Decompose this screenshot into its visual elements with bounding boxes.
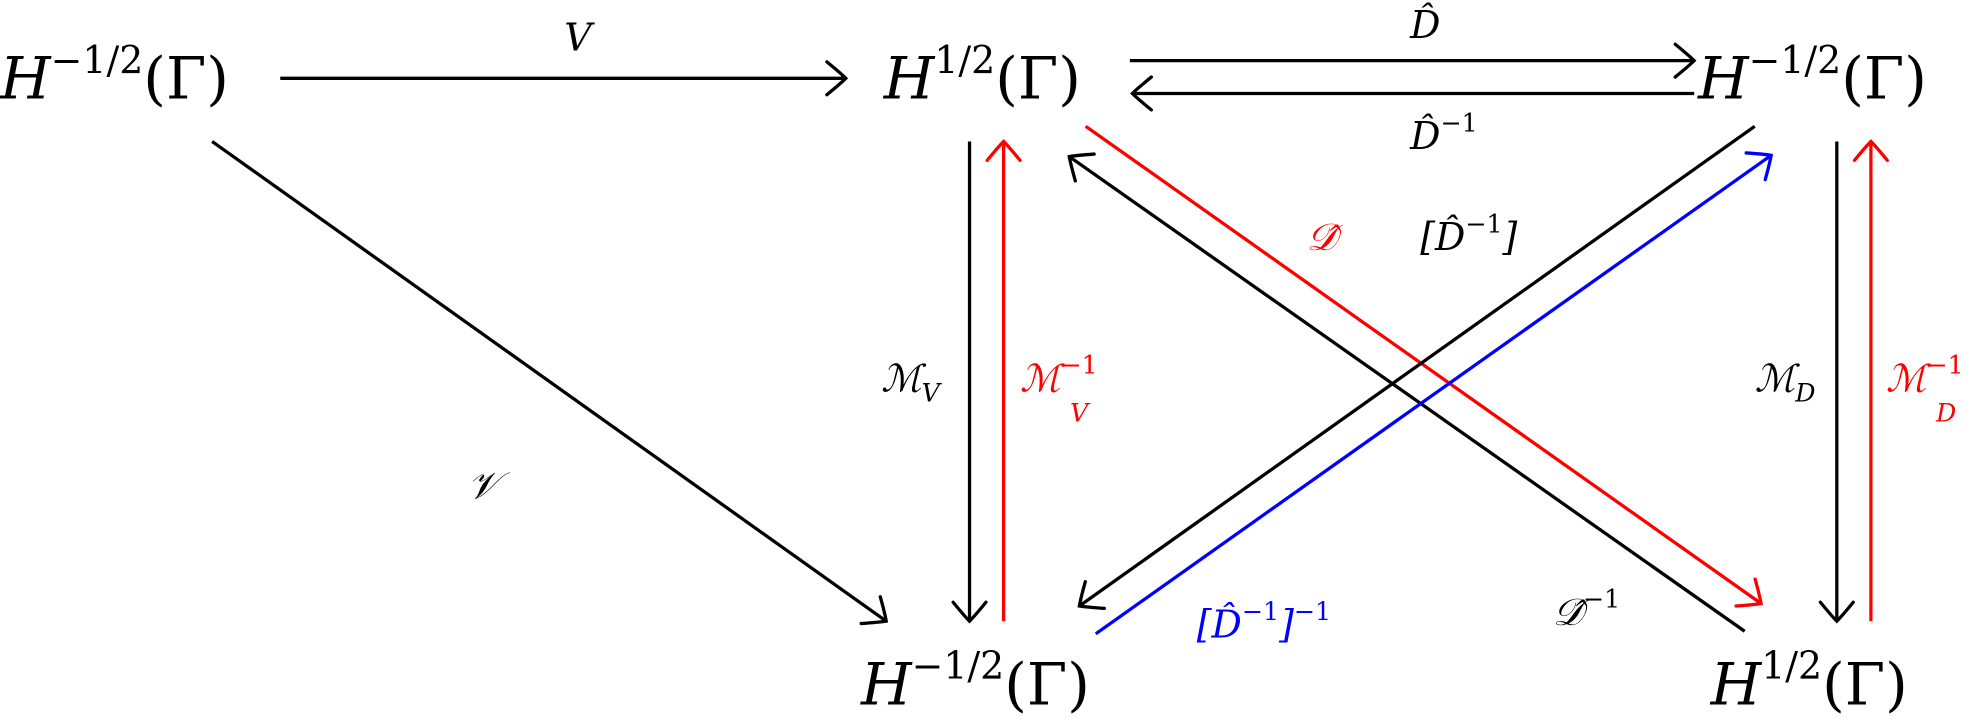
node-rest: (Γ) xyxy=(1841,45,1927,113)
node-rest: (Γ) xyxy=(1822,650,1908,718)
arrow-shaft xyxy=(1094,153,1773,636)
label-part: D xyxy=(1935,399,1956,428)
label-part: V xyxy=(1070,399,1091,428)
arrowhead-icon xyxy=(1077,580,1107,611)
label-cal-V: 𝒱 xyxy=(467,464,510,508)
label-part: ] xyxy=(1502,215,1518,259)
label-part: ℳ xyxy=(1755,356,1801,400)
arrowhead-icon xyxy=(1734,577,1763,608)
node-base: H xyxy=(883,45,936,113)
arrowhead-icon xyxy=(859,595,889,626)
arrow-D-hat: D̂ xyxy=(1129,3,1697,79)
node-base: H xyxy=(1697,45,1750,113)
node-a: H−1/2(Γ) xyxy=(0,38,229,112)
node-superscript: −1/2 xyxy=(51,38,144,82)
label-part: V xyxy=(922,379,943,408)
node-rest: (Γ) xyxy=(1004,650,1090,718)
node-base: H xyxy=(1710,650,1763,718)
node-superscript: 1/2 xyxy=(1761,644,1822,688)
label-part: −1 xyxy=(1061,351,1098,380)
node-c: H−1/2(Γ) xyxy=(1697,38,1927,112)
node-b: H1/2(Γ) xyxy=(883,38,1081,112)
label-part: D xyxy=(1794,379,1815,408)
label-part: V xyxy=(564,16,595,60)
label-part: ] xyxy=(1278,603,1294,647)
label-part: −1 xyxy=(1440,108,1477,137)
arrow-M-V: ℳV xyxy=(881,141,988,624)
label-D-hat: D̂ xyxy=(1409,3,1440,47)
label-part: D̂ xyxy=(1409,114,1440,158)
arrowhead-icon xyxy=(1744,151,1774,182)
label-M-V-inv: ℳ−1 V xyxy=(1020,351,1098,428)
label-cal-D-hat: 𝒟̂ xyxy=(1307,215,1344,259)
label-part: [D̂ xyxy=(1420,215,1465,259)
arrow-M-D: ℳD xyxy=(1755,141,1855,624)
arrowhead-icon xyxy=(1130,75,1153,112)
label-part: 𝒱 xyxy=(467,464,510,508)
node-superscript: −1/2 xyxy=(1749,38,1842,82)
arrowhead-icon xyxy=(1067,152,1096,183)
node-base: H xyxy=(860,650,913,718)
node-base: H xyxy=(0,45,52,113)
arrow-M-V-inv: ℳ−1 V xyxy=(985,139,1098,622)
label-bracket-D-hat-inv-inv: [D̂−1]−1 xyxy=(1197,597,1331,647)
label-part: ℳ xyxy=(1886,356,1932,400)
label-part: −1 xyxy=(1294,597,1331,626)
label-part: −1 xyxy=(1465,209,1502,238)
arrowhead-icon xyxy=(951,600,988,624)
label-D-hat-inv: D̂−1 xyxy=(1409,108,1478,158)
arrow-cal-D-hat-inv: 𝒟̂ −1 xyxy=(1067,152,1746,634)
arrowhead-icon xyxy=(1818,600,1855,624)
label-bracket-D-hat-inv: [D̂−1] xyxy=(1420,209,1517,259)
label-V: V xyxy=(564,16,595,60)
arrow-shaft xyxy=(1068,155,1746,633)
node-e: H1/2(Γ) xyxy=(1710,644,1908,718)
arrowhead-icon xyxy=(825,60,849,97)
label-part: −1 xyxy=(1242,597,1279,626)
node-rest: (Γ) xyxy=(995,45,1081,113)
arrow-bracket-D-hat-inv: [D̂−1] xyxy=(1077,124,1756,611)
arrow-shaft xyxy=(1078,124,1756,608)
label-M-D-inv: ℳ−1 D xyxy=(1886,351,1964,428)
arrowhead-icon xyxy=(985,139,1022,163)
node-rest: (Γ) xyxy=(143,45,229,113)
label-part: −1 xyxy=(1583,584,1620,613)
label-part: [D̂ xyxy=(1197,603,1242,647)
label-M-D: ℳD xyxy=(1755,356,1816,407)
node-d: H−1/2(Γ) xyxy=(860,644,1090,718)
arrow-D-hat-inv: D̂−1 xyxy=(1130,75,1695,158)
label-part: ℳ xyxy=(881,356,927,400)
arrow-cal-D-hat: 𝒟̂ xyxy=(1084,124,1763,608)
arrow-shaft xyxy=(1084,124,1763,605)
label-part: D̂ xyxy=(1409,3,1440,47)
node-superscript: 1/2 xyxy=(934,38,995,82)
arrowhead-icon xyxy=(1673,42,1697,79)
label-M-V: ℳV xyxy=(881,356,942,407)
arrow-M-D-inv: ℳ−1 D xyxy=(1852,139,1964,622)
label-part: 𝒟̂ xyxy=(1307,215,1344,259)
node-superscript: −1/2 xyxy=(912,644,1005,688)
arrow-shaft xyxy=(211,140,888,623)
arrowhead-icon xyxy=(1852,139,1889,163)
arrow-cal-V: 𝒱 xyxy=(211,140,889,626)
label-cal-D-hat-inv: 𝒟̂−1 xyxy=(1553,584,1620,634)
arrow-bracket-D-hat-inv-inv: [D̂−1]−1 xyxy=(1094,151,1774,647)
label-part: ℳ xyxy=(1020,356,1066,400)
label-part: −1 xyxy=(1927,351,1964,380)
arrow-V: V xyxy=(280,16,849,97)
